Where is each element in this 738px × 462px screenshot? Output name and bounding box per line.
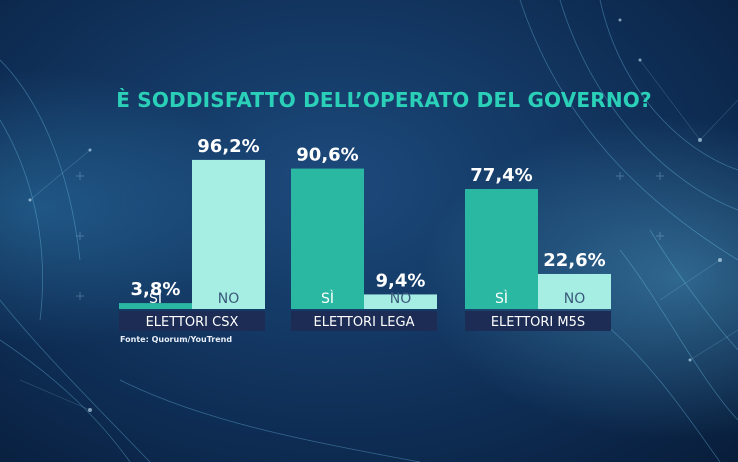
bar-category-label: NO	[564, 291, 586, 307]
bar-no-3	[538, 273, 611, 309]
bar-si-2	[291, 168, 364, 309]
bar-value-label: 3,8%	[131, 279, 181, 300]
bar-si-3	[465, 189, 538, 309]
bar-category-label: NO	[218, 291, 240, 307]
bar-value-label: 90,6%	[296, 145, 358, 166]
chart-title: È SODDISFATTO DELL’OPERATO DEL GOVERNO?	[116, 88, 652, 112]
source-note: Fonte: Quorum/YouTrend	[120, 335, 233, 344]
group-label: ELETTORI CSX	[146, 315, 239, 330]
group-label-box	[465, 311, 611, 331]
bar-category-label: SÌ	[495, 290, 508, 307]
bar-value-label: 96,2%	[197, 136, 259, 157]
bar-value-label: 22,6%	[543, 250, 605, 271]
group-label: ELETTORI LEGA	[314, 315, 415, 330]
bar-value-label: 77,4%	[470, 165, 532, 186]
bar-category-label: SÌ	[149, 290, 162, 307]
bar-category-label: SÌ	[321, 290, 334, 307]
bar-no-1	[192, 159, 265, 309]
group-label-box	[291, 311, 437, 331]
group-label-box	[119, 311, 265, 331]
bar-si-1	[119, 303, 192, 309]
bar-no-2	[364, 294, 437, 309]
bar-category-label: NO	[390, 291, 412, 307]
bar-value-label: 9,4%	[376, 270, 426, 291]
group-label: ELETTORI M5S	[491, 315, 585, 330]
